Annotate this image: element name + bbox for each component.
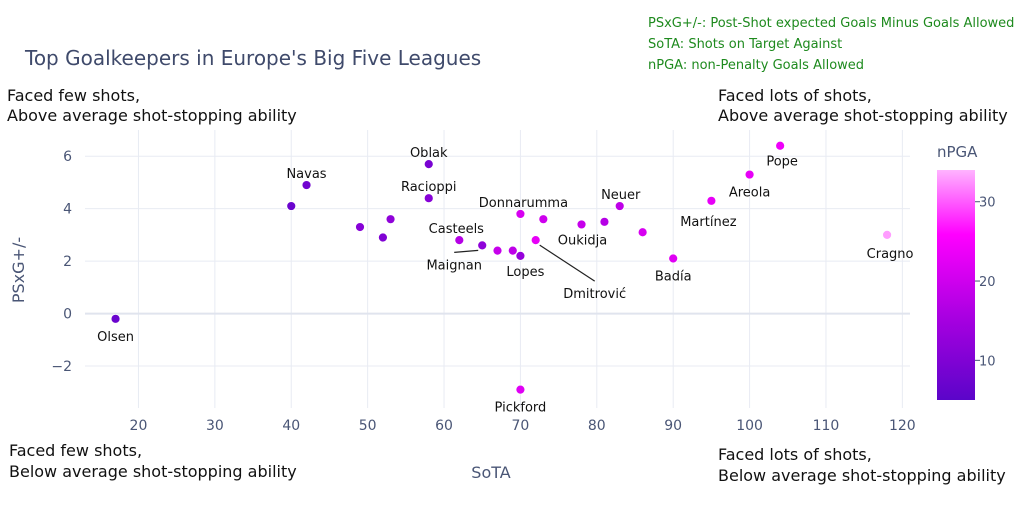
data-point bbox=[775, 140, 786, 151]
axes: 20 30 40 50 60 70 80 90 100 110 120 −2 0 2 4 6 bbox=[51, 149, 915, 434]
legend-note-sota: SoTA: Shots on Target Against bbox=[648, 37, 842, 52]
point-label: Donnarumma bbox=[479, 196, 568, 211]
data-point bbox=[378, 232, 388, 243]
y-tick-label: −2 bbox=[51, 359, 72, 375]
x-tick-label: 40 bbox=[282, 418, 300, 434]
y-tick-label: 4 bbox=[63, 202, 72, 218]
x-tick-label: 110 bbox=[813, 418, 840, 434]
data-point bbox=[530, 235, 541, 246]
leader-line bbox=[454, 249, 479, 253]
legend-note-psxg: PSxG+/-: Post-Shot expected Goals Minus … bbox=[648, 16, 1014, 31]
point-label: Oblak bbox=[410, 146, 448, 161]
colorbar bbox=[937, 170, 975, 400]
data-point bbox=[385, 214, 396, 225]
data-point bbox=[423, 159, 434, 169]
point-label: Racioppi bbox=[401, 180, 457, 195]
point-label: Cragno bbox=[867, 247, 914, 262]
point-label: Areola bbox=[729, 186, 770, 201]
leader-lines bbox=[454, 244, 596, 282]
data-point bbox=[614, 201, 625, 211]
y-tick-label: 2 bbox=[63, 254, 72, 270]
annotation-top-left-line2: Above average shot-stopping ability bbox=[7, 106, 297, 125]
x-tick-label: 30 bbox=[206, 418, 224, 434]
y-tick-label: 0 bbox=[63, 307, 72, 323]
data-point bbox=[706, 195, 717, 206]
annotation-bottom-left-line2: Below average shot-stopping ability bbox=[9, 462, 297, 481]
point-label: Navas bbox=[286, 167, 326, 182]
annotation-top-left-line1: Faced few shots, bbox=[7, 86, 140, 105]
data-point bbox=[538, 214, 549, 225]
annotation-top-right-line2: Above average shot-stopping ability bbox=[718, 106, 1008, 125]
data-point bbox=[110, 313, 121, 324]
data-point bbox=[576, 219, 587, 230]
x-tick-label: 50 bbox=[359, 418, 377, 434]
point-label: Maignan bbox=[426, 258, 482, 273]
data-point bbox=[423, 193, 434, 204]
point-label: Olsen bbox=[97, 330, 134, 345]
legend-note-npga: nPGA: non-Penalty Goals Allowed bbox=[648, 58, 864, 73]
y-tick-label: 6 bbox=[63, 149, 72, 165]
x-tick-label: 100 bbox=[736, 418, 763, 434]
point-label: Casteels bbox=[429, 222, 485, 237]
x-tick-label: 120 bbox=[889, 418, 916, 434]
grid bbox=[85, 130, 910, 408]
leader-line bbox=[539, 244, 596, 282]
x-tick-label: 80 bbox=[588, 418, 606, 434]
data-point bbox=[355, 222, 365, 232]
data-point bbox=[477, 240, 488, 251]
x-tick-label: 70 bbox=[512, 418, 530, 434]
colorbar-tick-label: 30 bbox=[979, 196, 996, 211]
data-point bbox=[454, 235, 465, 246]
point-label: Neuer bbox=[601, 188, 641, 203]
y-axis-title: PSxG+/- bbox=[9, 237, 28, 303]
annotation-bottom-right-line2: Below average shot-stopping ability bbox=[718, 466, 1006, 485]
data-point bbox=[599, 216, 610, 227]
point-label: Martínez bbox=[680, 215, 736, 230]
colorbar-title: nPGA bbox=[937, 143, 978, 161]
point-label: Lopes bbox=[506, 265, 544, 280]
annotation-top-right-line1: Faced lots of shots, bbox=[718, 86, 872, 105]
data-point bbox=[882, 230, 892, 240]
chart-title: Top Goalkeepers in Europe's Big Five Lea… bbox=[24, 46, 481, 70]
colorbar-tick-label: 10 bbox=[979, 354, 996, 369]
point-labels: Olsen Navas Oblak Racioppi Casteels Maignan Lo… bbox=[97, 146, 913, 416]
data-point bbox=[301, 180, 312, 190]
data-point bbox=[515, 250, 526, 261]
x-tick-label: 20 bbox=[130, 418, 148, 434]
colorbar-tick-label: 20 bbox=[979, 275, 996, 290]
x-tick-label: 60 bbox=[435, 418, 453, 434]
point-label: Badía bbox=[655, 270, 692, 285]
point-label: Dmitrović bbox=[563, 287, 626, 302]
point-label: Oukidja bbox=[558, 233, 607, 248]
x-tick-label: 90 bbox=[664, 418, 682, 434]
point-label: Pope bbox=[766, 155, 798, 170]
data-point bbox=[286, 201, 297, 211]
annotation-bottom-left-line1: Faced few shots, bbox=[9, 441, 142, 460]
data-point bbox=[668, 253, 679, 264]
data-point bbox=[507, 245, 518, 256]
point-label: Pickford bbox=[495, 401, 547, 416]
x-axis-title: SoTA bbox=[471, 463, 510, 482]
data-point bbox=[492, 245, 503, 256]
data-point bbox=[637, 227, 648, 238]
data-point bbox=[515, 384, 526, 395]
colorbar-ticks: 10 20 30 bbox=[975, 196, 996, 369]
annotation-bottom-right-line1: Faced lots of shots, bbox=[718, 445, 872, 464]
data-point bbox=[744, 169, 755, 180]
data-point bbox=[515, 209, 526, 219]
data-points bbox=[110, 140, 892, 395]
